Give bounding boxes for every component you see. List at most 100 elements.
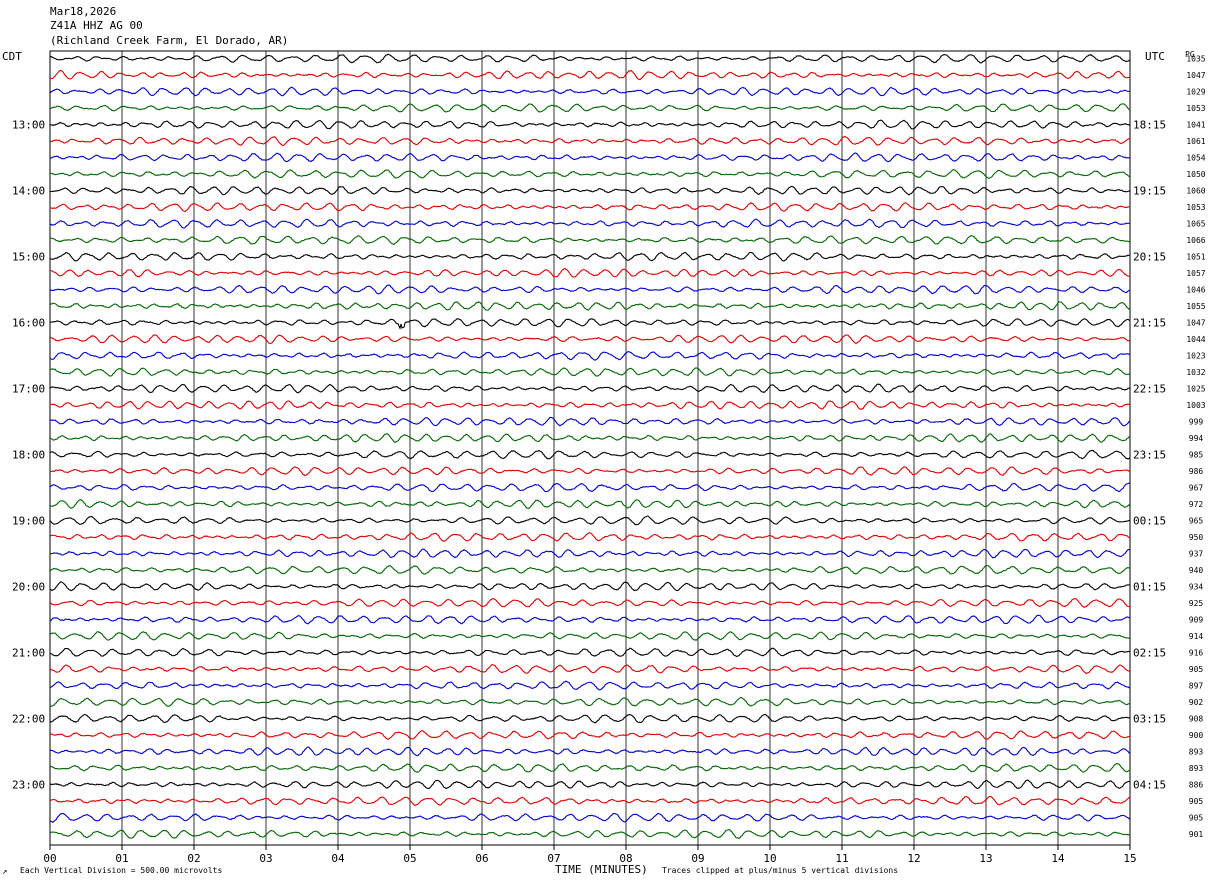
right-hour-label: 23:15 <box>1133 449 1166 462</box>
trace-line <box>49 746 1131 757</box>
x-tick-label: 13 <box>979 852 992 865</box>
header-location: (Richland Creek Farm, El Dorado, AR) <box>50 34 289 47</box>
row-value-label: 1051 <box>1186 253 1205 262</box>
trace-line <box>49 614 1131 625</box>
trace-line <box>49 779 1131 790</box>
trace-line <box>49 647 1131 658</box>
right-hour-label: 03:15 <box>1133 713 1166 726</box>
trace-line <box>49 53 1131 64</box>
left-hour-label: 14:00 <box>12 185 45 198</box>
x-tick-label: 02 <box>187 852 200 865</box>
left-hour-label: 16:00 <box>12 317 45 330</box>
row-value-label: 914 <box>1189 632 1204 641</box>
row-value-label: 1055 <box>1186 302 1205 311</box>
trace-line <box>49 235 1131 246</box>
x-tick-label: 09 <box>691 852 704 865</box>
row-value-label: 1047 <box>1186 319 1205 328</box>
row-value-label: 1044 <box>1186 335 1205 344</box>
trace-line <box>49 565 1131 575</box>
x-tick-label: 04 <box>331 852 345 865</box>
right-hour-label: 18:15 <box>1133 119 1166 132</box>
x-tick-label: 03 <box>259 852 272 865</box>
row-value-label: 934 <box>1189 583 1204 592</box>
row-value-label: 1029 <box>1186 88 1205 97</box>
row-value-label: 902 <box>1189 698 1204 707</box>
trace-line <box>49 351 1131 361</box>
corner-mark-icon: ↗ <box>2 867 8 877</box>
row-value-label: 986 <box>1189 467 1204 476</box>
left-timezone-label: CDT <box>2 50 22 63</box>
row-value-label: 972 <box>1189 500 1204 509</box>
row-value-label: 1060 <box>1186 187 1205 196</box>
row-value-label: 1066 <box>1186 236 1205 245</box>
row-value-label: 1047 <box>1186 71 1205 80</box>
row-value-label: 967 <box>1189 484 1204 493</box>
x-tick-label: 15 <box>1123 852 1136 865</box>
clip-note: Traces clipped at plus/minus 5 vertical … <box>662 866 899 875</box>
scale-note: Each Vertical Division = 500.00 microvol… <box>20 866 223 875</box>
right-column-label: PG <box>1185 50 1195 59</box>
right-hour-label: 21:15 <box>1133 317 1166 330</box>
x-tick-label: 11 <box>835 852 848 865</box>
trace-line <box>49 284 1131 295</box>
trace-line <box>49 812 1131 824</box>
row-value-label: 905 <box>1189 797 1204 806</box>
trace-line <box>49 251 1131 262</box>
row-value-label: 886 <box>1189 781 1204 790</box>
trace-line <box>49 597 1131 609</box>
row-value-label: 985 <box>1189 451 1204 460</box>
row-value-label: 905 <box>1189 665 1204 674</box>
trace-line <box>49 449 1131 460</box>
trace-line <box>49 482 1131 493</box>
row-value-label: 1053 <box>1186 203 1205 212</box>
trace-line <box>49 663 1131 675</box>
row-value-label: 1061 <box>1186 137 1205 146</box>
trace-line <box>49 119 1131 130</box>
row-value-label: 925 <box>1189 599 1204 608</box>
x-tick-label: 01 <box>115 852 128 865</box>
trace-line <box>49 400 1131 411</box>
trace-line <box>49 103 1131 113</box>
plot-frame <box>49 50 1131 846</box>
left-hour-label: 15:00 <box>12 251 45 264</box>
row-value-label: 1053 <box>1186 104 1205 113</box>
trace-line <box>49 631 1131 641</box>
trace-line <box>49 318 1130 330</box>
x-tick-label: 05 <box>403 852 416 865</box>
x-tick-label: 07 <box>547 852 560 865</box>
row-value-label: 893 <box>1189 748 1204 757</box>
header-date: Mar18,2026 <box>50 5 117 18</box>
row-value-label: 1035 <box>1186 55 1205 64</box>
trace-line <box>49 69 1131 81</box>
row-value-label: 905 <box>1189 814 1204 823</box>
right-hour-label: 04:15 <box>1133 779 1166 792</box>
row-value-label: 893 <box>1189 764 1204 773</box>
left-hour-label: 22:00 <box>12 713 45 726</box>
right-hour-label: 00:15 <box>1133 515 1166 528</box>
trace-line <box>49 432 1131 444</box>
row-value-label: 940 <box>1189 566 1204 575</box>
right-hour-label: 20:15 <box>1133 251 1166 264</box>
trace-line <box>49 696 1131 707</box>
trace-line <box>49 383 1131 394</box>
trace-line <box>49 829 1131 839</box>
trace-line <box>49 416 1131 427</box>
row-value-label: 1054 <box>1186 154 1205 163</box>
right-hour-label: 02:15 <box>1133 647 1166 660</box>
trace-line <box>49 499 1131 510</box>
trace-line <box>49 548 1131 559</box>
trace-line <box>49 680 1131 691</box>
row-value-label: 908 <box>1189 715 1204 724</box>
right-timezone-label: UTC <box>1145 50 1165 63</box>
trace-line <box>49 202 1131 213</box>
trace-line <box>49 169 1131 179</box>
trace-line <box>49 367 1131 377</box>
row-value-label: 1041 <box>1186 121 1205 130</box>
trace-line <box>49 218 1131 229</box>
trace-line <box>49 515 1131 526</box>
left-hour-label: 18:00 <box>12 449 45 462</box>
trace-line <box>49 334 1131 345</box>
trace-line <box>49 185 1131 196</box>
row-value-label: 897 <box>1189 682 1204 691</box>
